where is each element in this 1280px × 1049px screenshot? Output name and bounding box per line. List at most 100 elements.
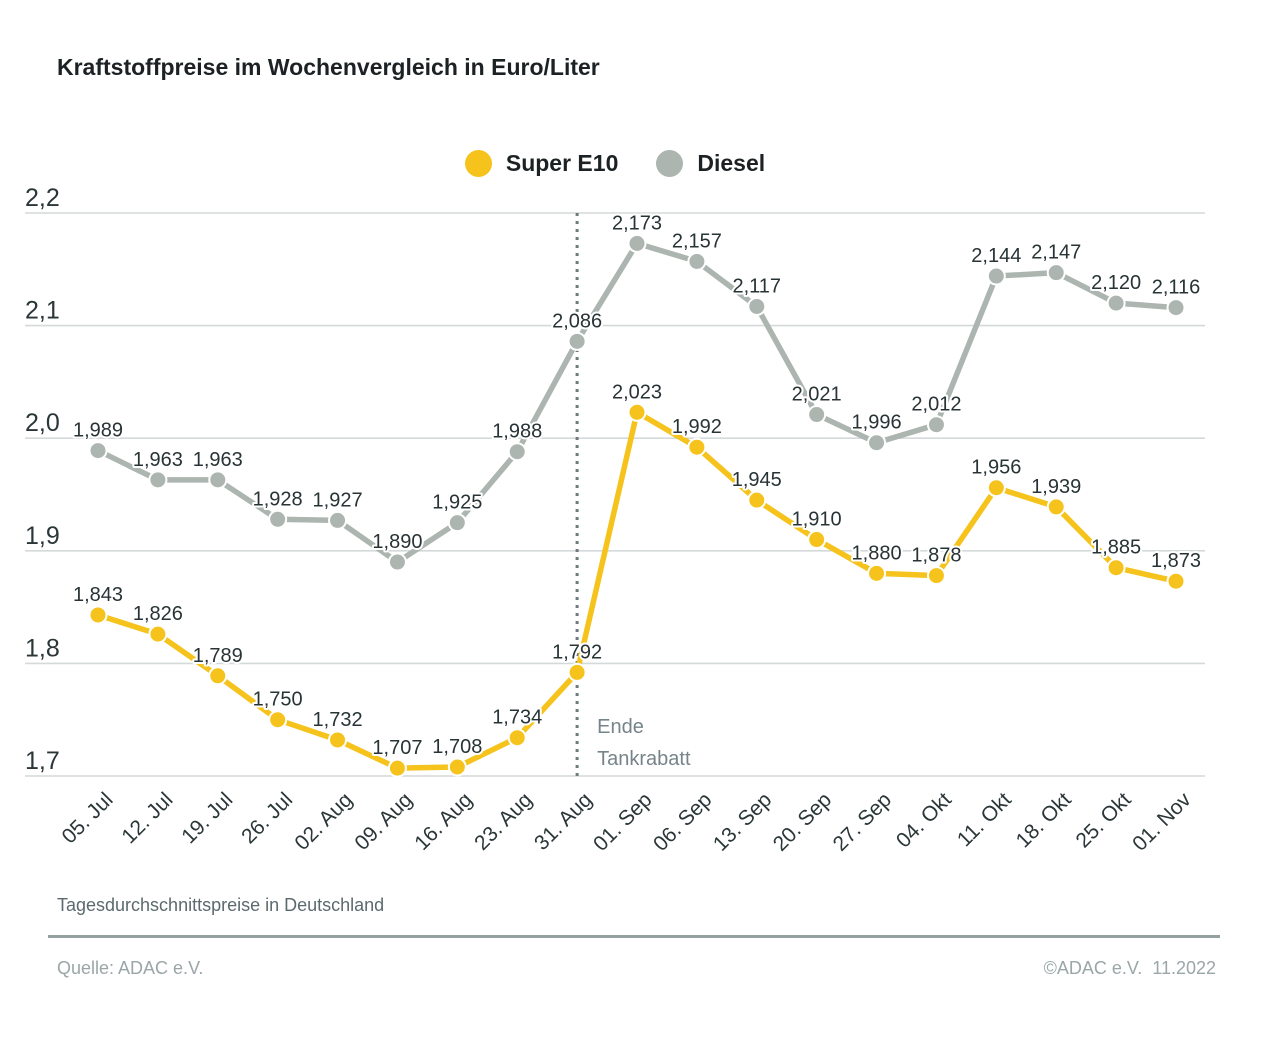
data-point-label: 1,885 xyxy=(1091,537,1141,559)
x-axis-tick-label: 20. Sep xyxy=(769,788,836,855)
data-point-diesel xyxy=(507,442,527,462)
footer-divider-line xyxy=(48,935,1220,938)
data-point-label: 1,750 xyxy=(253,689,303,711)
data-point-label: 1,928 xyxy=(253,488,303,510)
data-point-diesel xyxy=(88,441,108,461)
data-point-diesel xyxy=(986,266,1006,286)
data-point-super-e10 xyxy=(867,563,887,583)
data-point-label: 1,708 xyxy=(432,736,482,758)
data-point-super-e10 xyxy=(88,605,108,625)
data-point-label: 2,144 xyxy=(971,245,1021,267)
x-axis-tick-label: 09. Aug xyxy=(350,788,417,855)
data-point-label: 1,956 xyxy=(971,457,1021,479)
data-point-super-e10 xyxy=(268,710,288,730)
x-axis-tick-label: 25. Okt xyxy=(1072,788,1136,852)
data-point-label: 2,086 xyxy=(552,310,602,332)
data-point-diesel xyxy=(208,470,228,490)
diesel-marker-icon xyxy=(656,150,684,177)
y-axis-tick-label: 2,1 xyxy=(25,297,60,325)
data-point-label: 1,939 xyxy=(1031,476,1081,498)
data-point-label: 1,992 xyxy=(672,416,722,438)
line-chart: 2,2 2,1 2,0 1,9 1,8 1,7 1,989 1,963 1,963 1,928 1,… xyxy=(25,184,1205,856)
data-point-super-e10 xyxy=(328,730,348,750)
x-axis-tick-label: 01. Sep xyxy=(589,788,656,855)
x-axis-tick-label: 27. Sep xyxy=(829,788,896,855)
data-point-super-e10 xyxy=(507,728,527,748)
x-axis-tick-label: 23. Aug xyxy=(470,788,537,855)
x-axis-tick-label: 26. Jul xyxy=(237,788,297,848)
data-point-label: 1,880 xyxy=(852,542,902,564)
data-point-label: 1,963 xyxy=(133,449,183,471)
x-axis-tick-label: 01. Nov xyxy=(1128,788,1196,856)
y-axis-tick-label: 1,9 xyxy=(25,522,60,550)
x-axis-tick-label: 04. Okt xyxy=(892,788,956,852)
data-point-diesel xyxy=(567,331,587,351)
data-point-label: 1,989 xyxy=(73,420,123,442)
data-point-label: 2,147 xyxy=(1031,242,1081,264)
x-axis-tick-label: 12. Jul xyxy=(117,788,177,848)
data-point-diesel xyxy=(1166,298,1186,318)
tankrabatt-annotation: Tankrabatt xyxy=(597,748,691,770)
data-point-label: 2,157 xyxy=(672,230,722,252)
x-axis-tick-label: 02. Aug xyxy=(290,788,357,855)
tankrabatt-annotation: Ende xyxy=(597,716,644,738)
y-axis-tick-label: 1,7 xyxy=(25,747,60,775)
data-point-super-e10 xyxy=(986,478,1006,498)
data-point-label: 1,963 xyxy=(193,449,243,471)
data-point-label: 1,732 xyxy=(313,709,363,731)
data-point-label: 2,021 xyxy=(792,384,842,406)
data-point-super-e10 xyxy=(148,624,168,644)
x-axis-tick-label: 31. Aug xyxy=(530,788,597,855)
data-point-diesel xyxy=(867,433,887,453)
x-axis-tick-label: 05. Jul xyxy=(58,788,118,848)
data-point-label: 2,012 xyxy=(911,394,961,416)
data-point-label: 1,878 xyxy=(911,545,961,567)
data-point-super-e10 xyxy=(807,530,827,550)
y-axis-tick-label: 1,8 xyxy=(25,634,60,662)
data-point-label: 1,988 xyxy=(492,421,542,443)
chart-subtitle: Tagesdurchschnittspreise in Deutschland xyxy=(57,895,385,915)
data-point-label: 2,116 xyxy=(1152,277,1201,299)
x-axis-tick-label: 16. Aug xyxy=(410,788,477,855)
y-axis-tick-label: 2,0 xyxy=(25,409,60,437)
data-point-label: 2,117 xyxy=(732,275,781,297)
data-point-super-e10 xyxy=(687,437,707,457)
x-axis-tick-label: 06. Sep xyxy=(649,788,716,855)
data-point-label: 1,707 xyxy=(372,737,422,759)
data-point-super-e10 xyxy=(926,566,946,586)
data-point-diesel xyxy=(627,233,647,253)
data-point-super-e10 xyxy=(387,758,407,778)
x-axis-tick-label: 19. Jul xyxy=(177,788,237,848)
data-point-label: 1,734 xyxy=(492,707,542,729)
data-point-diesel xyxy=(926,415,946,435)
data-point-diesel xyxy=(687,251,707,271)
data-point-label: 1,910 xyxy=(792,509,842,531)
x-axis-tick-label: 13. Sep xyxy=(709,788,776,855)
data-point-super-e10 xyxy=(208,666,228,686)
page-title: Kraftstoffpreise im Wochenvergleich in E… xyxy=(57,54,600,80)
data-point-super-e10 xyxy=(447,757,467,777)
data-point-label: 1,792 xyxy=(552,641,602,663)
data-point-label: 2,173 xyxy=(612,212,662,234)
data-point-diesel xyxy=(328,510,348,530)
super-e10-marker-icon xyxy=(464,150,492,177)
legend-item-super-e10: Super E10 xyxy=(464,150,619,177)
data-point-label: 2,120 xyxy=(1091,272,1141,294)
data-point-label: 1,873 xyxy=(1151,550,1201,572)
data-point-label: 1,789 xyxy=(193,645,243,667)
legend: Super E10 Diesel xyxy=(0,150,1230,177)
data-point-super-e10 xyxy=(747,490,767,510)
data-point-diesel xyxy=(387,552,407,572)
data-point-label: 1,927 xyxy=(313,489,363,511)
data-point-super-e10 xyxy=(627,402,647,422)
data-point-label: 1,925 xyxy=(432,492,482,514)
legend-item-diesel: Diesel xyxy=(656,150,765,177)
legend-label-super-e10: Super E10 xyxy=(505,150,619,176)
source-text: Quelle: ADAC e.V. xyxy=(57,958,204,978)
data-point-super-e10 xyxy=(567,662,587,682)
data-point-super-e10 xyxy=(1166,571,1186,591)
data-point-diesel xyxy=(148,470,168,490)
data-point-diesel xyxy=(1106,293,1126,313)
data-point-label: 1,826 xyxy=(133,603,183,625)
data-point-label: 2,023 xyxy=(612,381,662,403)
